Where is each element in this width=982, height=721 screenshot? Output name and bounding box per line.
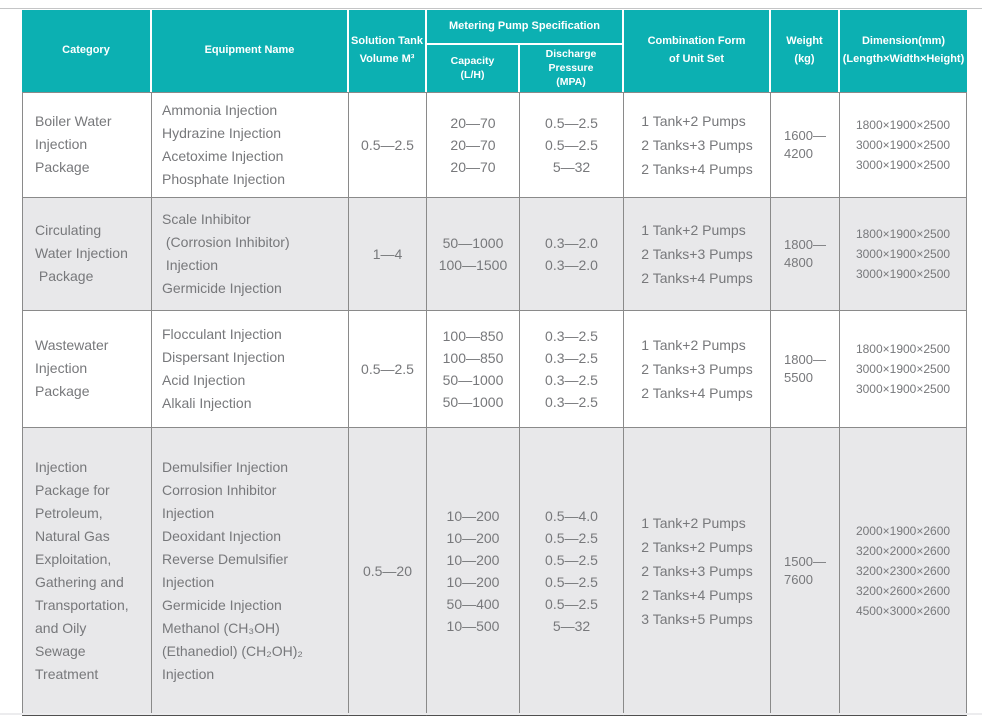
header-line: (Length×Width×Height) [842,53,965,66]
cell-pressure: 0.5—4.0 0.5—2.5 0.5—2.5 0.5—2.5 0.5—2.5 5—32 [520,427,624,716]
cell-text: 1500— 7600 [784,553,826,587]
col-header-discharge-pressure: Discharge Pressure (MPA) [520,45,624,92]
cell-capacity: 100—850 100—850 50—1000 50—1000 [427,310,520,428]
cell-text: 1800×1900×2500 3000×1900×2500 3000×1900×25… [855,117,951,172]
header-line: Capacity [450,55,495,68]
cell-volume: 0.5—20 [349,427,427,716]
cell-text: 0.5—2.5 0.5—2.5 5—32 [545,114,598,175]
header-line: (kg) [794,53,815,66]
cell-capacity: 50—1000 100—1500 [427,197,520,311]
header-line: of Unit Set [669,53,724,66]
cell-category: Circulating Water Injection Package [22,197,152,311]
header-line: Weight [786,35,823,48]
cell-category: Wastewater Injection Package [22,310,152,428]
cell-weight: 1800— 5500 [771,310,840,428]
cell-pressure: 0.5—2.5 0.5—2.5 5—32 [520,91,624,198]
cell-category: Boiler Water Injection Package [22,91,152,198]
cell-text: 1 Tank+2 Pumps 2 Tanks+3 Pumps 2 Tanks+4 P… [641,112,753,177]
cell-text: Ammonia Injection Hydrazine Injection Acet… [162,101,285,187]
cell-text: 0.5—4.0 0.5—2.5 0.5—2.5 0.5—2.5 0.5—2.5 5—32 [545,507,598,634]
cell-volume: 1—4 [349,197,427,311]
cell-combination: 1 Tank+2 Pumps 2 Tanks+3 Pumps 2 Tanks+4 P… [624,91,771,198]
col-header-weight: Weight (kg) [771,10,840,92]
table-row: Wastewater Injection Package Flocculant Inj… [22,310,967,428]
cell-capacity: 10—200 10—200 10—200 10—200 50—400 10—500 [427,427,520,716]
page-bottom-rule [0,713,982,715]
cell-text: 1—4 [372,245,403,262]
cell-category: Injection Package for Petroleum, Natural Ga… [22,427,152,716]
col-header-solution-tank-volume: Solution Tank Volume M³ [349,10,427,92]
header-line: Solution Tank [351,35,423,48]
cell-text: 0.5—2.5 [361,136,414,153]
cell-text: 2000×1900×2600 3200×2000×2600 3200×2300×26… [855,523,951,618]
cell-pressure: 0.3—2.0 0.3—2.0 [520,197,624,311]
cell-text: 1 Tank+2 Pumps 2 Tanks+3 Pumps 2 Tanks+4 P… [641,221,753,286]
cell-weight: 1800— 4800 [771,197,840,311]
header-line: Dimension(mm) [861,35,946,48]
header-line: Combination Form [647,35,746,48]
table-row: Boiler Water Injection Package Ammonia Inje… [22,91,967,198]
cell-dimension: 1800×1900×2500 3000×1900×2500 3000×1900×25… [840,310,967,428]
cell-text: 0.3—2.0 0.3—2.0 [545,234,598,273]
table-row: Circulating Water Injection Package Scale … [22,197,967,311]
header-line: (L/H) [460,69,485,82]
cell-text: Flocculant Injection Dispersant Injection… [162,325,285,411]
cell-weight: 1600— 4200 [771,91,840,198]
equipment-spec-table: Category Equipment Name Solution Tank Vo… [22,10,967,716]
page-top-rule [0,8,982,9]
table-header: Category Equipment Name Solution Tank Vo… [22,10,967,92]
cell-weight: 1500— 7600 [771,427,840,716]
cell-equipment: Demulsifier Injection Corrosion Inhibitor… [152,427,349,716]
col-header-combination-form: Combination Form of Unit Set [624,10,771,92]
cell-volume: 0.5—2.5 [349,91,427,198]
table-body: Boiler Water Injection Package Ammonia Inje… [22,91,967,716]
cell-text: 50—1000 100—1500 [438,234,508,273]
cell-text: 10—200 10—200 10—200 10—200 50—400 10—500 [446,507,500,634]
cell-equipment: Ammonia Injection Hydrazine Injection Acet… [152,91,349,198]
cell-text: 1600— 4200 [784,127,826,161]
cell-text: 20—70 20—70 20—70 [450,114,496,175]
cell-text: Scale Inhibitor (Corrosion Inhibitor) In… [162,210,290,296]
cell-text: 1800×1900×2500 3000×1900×2500 3000×1900×25… [855,226,951,281]
cell-text: 1800— 5500 [784,351,826,385]
col-header-dimension: Dimension(mm) (Length×Width×Height) [840,10,967,92]
col-header-equipment-name: Equipment Name [152,10,349,92]
cell-text: 1 Tank+2 Pumps 2 Tanks+2 Pumps 2 Tanks+3 P… [641,514,753,627]
cell-combination: 1 Tank+2 Pumps 2 Tanks+3 Pumps 2 Tanks+4 P… [624,310,771,428]
cell-dimension: 1800×1900×2500 3000×1900×2500 3000×1900×25… [840,197,967,311]
cell-text: Boiler Water Injection Package [35,113,112,176]
col-header-category: Category [22,10,152,92]
header-line: (MPA) [556,76,586,89]
cell-text: 0.5—2.5 [361,360,414,377]
cell-text: 100—850 100—850 50—1000 50—1000 [442,327,504,410]
cell-text: Demulsifier Injection Corrosion Inhibitor… [162,458,303,682]
cell-dimension: 2000×1900×2600 3200×2000×2600 3200×2300×26… [840,427,967,716]
header-line: Discharge Pressure [545,48,597,75]
cell-text: 0.3—2.5 0.3—2.5 0.3—2.5 0.3—2.5 [545,327,598,410]
col-header-metering-pump-specification: Metering Pump Specification [427,10,624,45]
cell-text: Circulating Water Injection Package [35,222,128,285]
cell-equipment: Flocculant Injection Dispersant Injection… [152,310,349,428]
cell-text: 1 Tank+2 Pumps 2 Tanks+3 Pumps 2 Tanks+4 P… [641,336,753,401]
cell-text: 1800×1900×2500 3000×1900×2500 3000×1900×25… [855,341,951,396]
cell-capacity: 20—70 20—70 20—70 [427,91,520,198]
table-row: Injection Package for Petroleum, Natural Ga… [22,427,967,716]
cell-combination: 1 Tank+2 Pumps 2 Tanks+2 Pumps 2 Tanks+3 P… [624,427,771,716]
cell-combination: 1 Tank+2 Pumps 2 Tanks+3 Pumps 2 Tanks+4 P… [624,197,771,311]
cell-text: 0.5—20 [362,562,413,579]
cell-text: Injection Package for Petroleum, Natural Ga… [35,458,129,682]
cell-volume: 0.5—2.5 [349,310,427,428]
cell-dimension: 1800×1900×2500 3000×1900×2500 3000×1900×25… [840,91,967,198]
cell-pressure: 0.3—2.5 0.3—2.5 0.3—2.5 0.3—2.5 [520,310,624,428]
col-header-capacity: Capacity (L/H) [427,45,520,92]
cell-text: Wastewater Injection Package [35,337,109,400]
header-line: Volume M³ [359,53,415,66]
cell-equipment: Scale Inhibitor (Corrosion Inhibitor) In… [152,197,349,311]
cell-text: 1800— 4800 [784,236,826,270]
